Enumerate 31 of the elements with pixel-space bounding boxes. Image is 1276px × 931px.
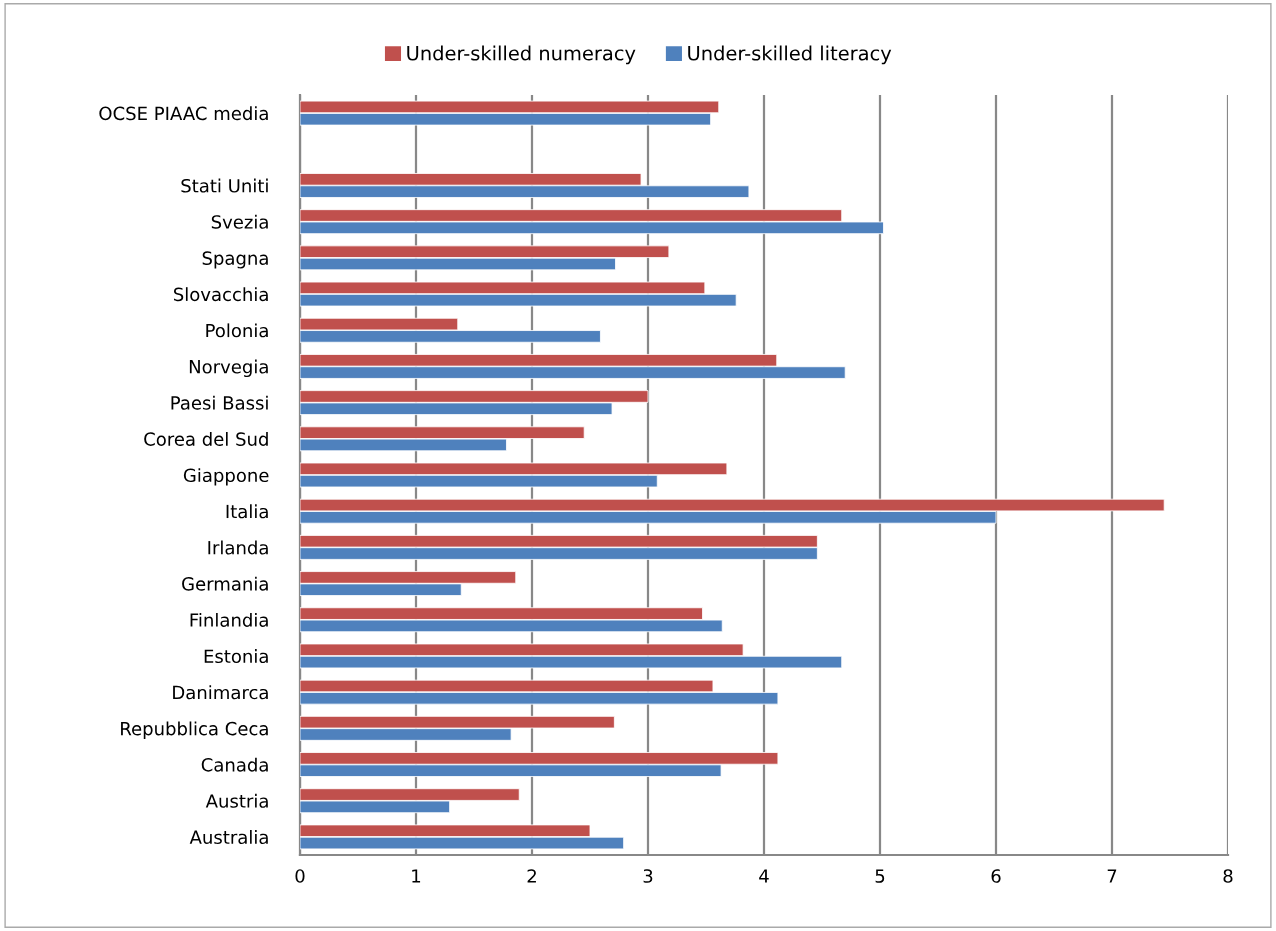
y-tick-label: Stati Uniti xyxy=(181,178,268,193)
y-tick-label: Svezia xyxy=(211,214,268,229)
x-tick-label: 2 xyxy=(527,869,536,883)
y-tick-label: Danimarca xyxy=(173,685,268,700)
y-tick-label: OCSE PIAAC media xyxy=(99,106,268,121)
y-tick-label: Australia xyxy=(189,830,268,845)
legend-label: Under-skilled numeracy xyxy=(407,45,636,65)
y-tick-label: Norvegia xyxy=(189,359,268,378)
y-tick-label: Spagna xyxy=(202,251,268,269)
y-tick-label: Corea del Sud xyxy=(144,431,268,446)
y-tick-label: Giappone xyxy=(183,468,269,486)
legend-label: Under-skilled literacy xyxy=(688,45,892,65)
y-tick-label: Finlandia xyxy=(190,612,268,627)
y-tick-label: Germania xyxy=(182,576,268,591)
y-tick-label: Austria xyxy=(205,793,268,808)
y-tick-label: Repubblica Ceca xyxy=(121,721,268,739)
y-tick-label: Italia xyxy=(226,504,268,519)
y-tick-label: Polonia xyxy=(206,323,268,338)
x-tick-label: 0 xyxy=(295,869,305,883)
x-tick-label: 3 xyxy=(643,869,653,883)
y-tick-label: Estonia xyxy=(204,649,268,664)
y-tick-label: Canada xyxy=(201,757,268,772)
x-tick-label: 5 xyxy=(875,869,885,883)
x-tick-label: 8 xyxy=(1223,869,1233,883)
y-tick-label: Slovacchia xyxy=(173,287,268,302)
x-tick-label: 6 xyxy=(991,869,1001,883)
y-tick-label: Paesi Bassi xyxy=(171,395,268,410)
x-tick-label: 7 xyxy=(1107,869,1117,883)
y-tick-label: Irlanda xyxy=(208,540,268,555)
x-tick-label: 4 xyxy=(759,869,769,883)
x-tick-label: 1 xyxy=(412,869,421,883)
